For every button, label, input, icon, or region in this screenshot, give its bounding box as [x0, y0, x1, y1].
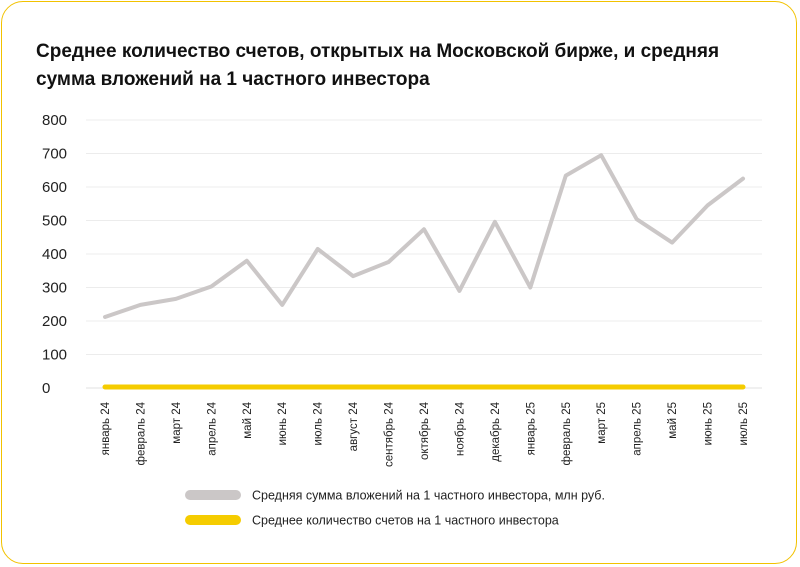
x-tick-label: февраль 25: [561, 402, 573, 465]
y-tick-label: 0: [42, 380, 50, 397]
y-tick-label: 500: [42, 213, 67, 230]
y-tick-label: 400: [42, 246, 67, 263]
legend-swatch: [185, 515, 241, 525]
x-tick-label: март 24: [171, 401, 183, 443]
x-tick-label: июнь 25: [703, 402, 715, 445]
series-line-avg-investment: [103, 153, 745, 319]
legend-label: Средняя сумма вложений на 1 частного инв…: [252, 489, 605, 503]
x-tick-label: октябрь 24: [419, 401, 431, 460]
x-tick-label: март 25: [596, 402, 608, 444]
x-tick-label: январь 24: [100, 401, 112, 455]
y-tick-label: 100: [42, 347, 67, 364]
x-tick-label: ноябрь 24: [454, 401, 466, 456]
y-tick-label: 700: [42, 146, 67, 163]
x-tick-label: май 24: [242, 401, 254, 438]
chart-title: Среднее количество счетов, открытых на М…: [36, 41, 720, 90]
x-tick-label: июнь 24: [277, 401, 289, 445]
y-tick-label: 800: [42, 112, 67, 129]
x-tick-label: февраль 24: [135, 401, 147, 465]
x-tick-label: август 24: [348, 401, 360, 451]
y-tick-label: 300: [42, 280, 67, 297]
x-tick-label: апрель 24: [206, 401, 218, 455]
x-tick-label: декабрь 24: [490, 401, 502, 461]
legend-swatch: [185, 490, 241, 500]
y-tick-label: 200: [42, 313, 67, 330]
x-tick-label: сентябрь 24: [384, 401, 396, 467]
x-tick-label: январь 25: [525, 402, 537, 455]
y-tick-label: 600: [42, 179, 67, 196]
x-tick-label: июль 25: [738, 402, 750, 445]
x-tick-label: май 25: [667, 402, 679, 439]
legend-label: Среднее количество счетов на 1 частного …: [252, 514, 559, 528]
x-tick-label: апрель 25: [632, 402, 644, 456]
x-tick-label: июль 24: [313, 401, 325, 445]
